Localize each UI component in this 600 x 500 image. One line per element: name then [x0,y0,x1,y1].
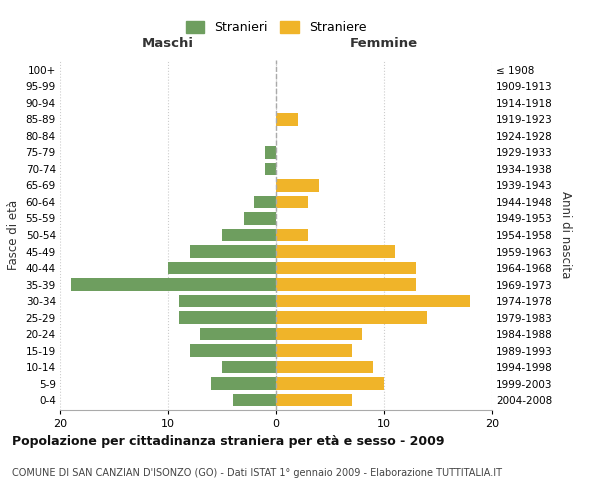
Bar [200,328,276,340]
Bar [276,344,352,357]
Bar [179,312,276,324]
Text: COMUNE DI SAN CANZIAN D'ISONZO (GO) - Dati ISTAT 1° gennaio 2009 - Elaborazione : COMUNE DI SAN CANZIAN D'ISONZO (GO) - Da… [12,468,502,477]
Text: Maschi: Maschi [142,37,194,50]
Bar [244,212,276,224]
Bar [254,196,276,208]
Bar [276,113,298,126]
Bar [265,146,276,158]
Bar [276,229,308,241]
Bar [179,295,276,307]
Legend: Stranieri, Straniere: Stranieri, Straniere [181,16,371,40]
Bar [222,229,276,241]
Bar [233,394,276,406]
Bar [190,246,276,258]
Bar [190,344,276,357]
Bar [168,262,276,274]
Bar [276,278,416,290]
Y-axis label: Anni di nascita: Anni di nascita [559,192,572,278]
Bar [276,394,352,406]
Bar [276,312,427,324]
Text: Femmine: Femmine [350,37,418,50]
Bar [265,163,276,175]
Text: Popolazione per cittadinanza straniera per età e sesso - 2009: Popolazione per cittadinanza straniera p… [12,435,445,448]
Bar [276,328,362,340]
Bar [71,278,276,290]
Bar [276,378,384,390]
Bar [276,361,373,374]
Bar [276,262,416,274]
Bar [276,196,308,208]
Bar [276,180,319,192]
Y-axis label: Fasce di età: Fasce di età [7,200,20,270]
Bar [276,295,470,307]
Bar [222,361,276,374]
Bar [276,246,395,258]
Bar [211,378,276,390]
